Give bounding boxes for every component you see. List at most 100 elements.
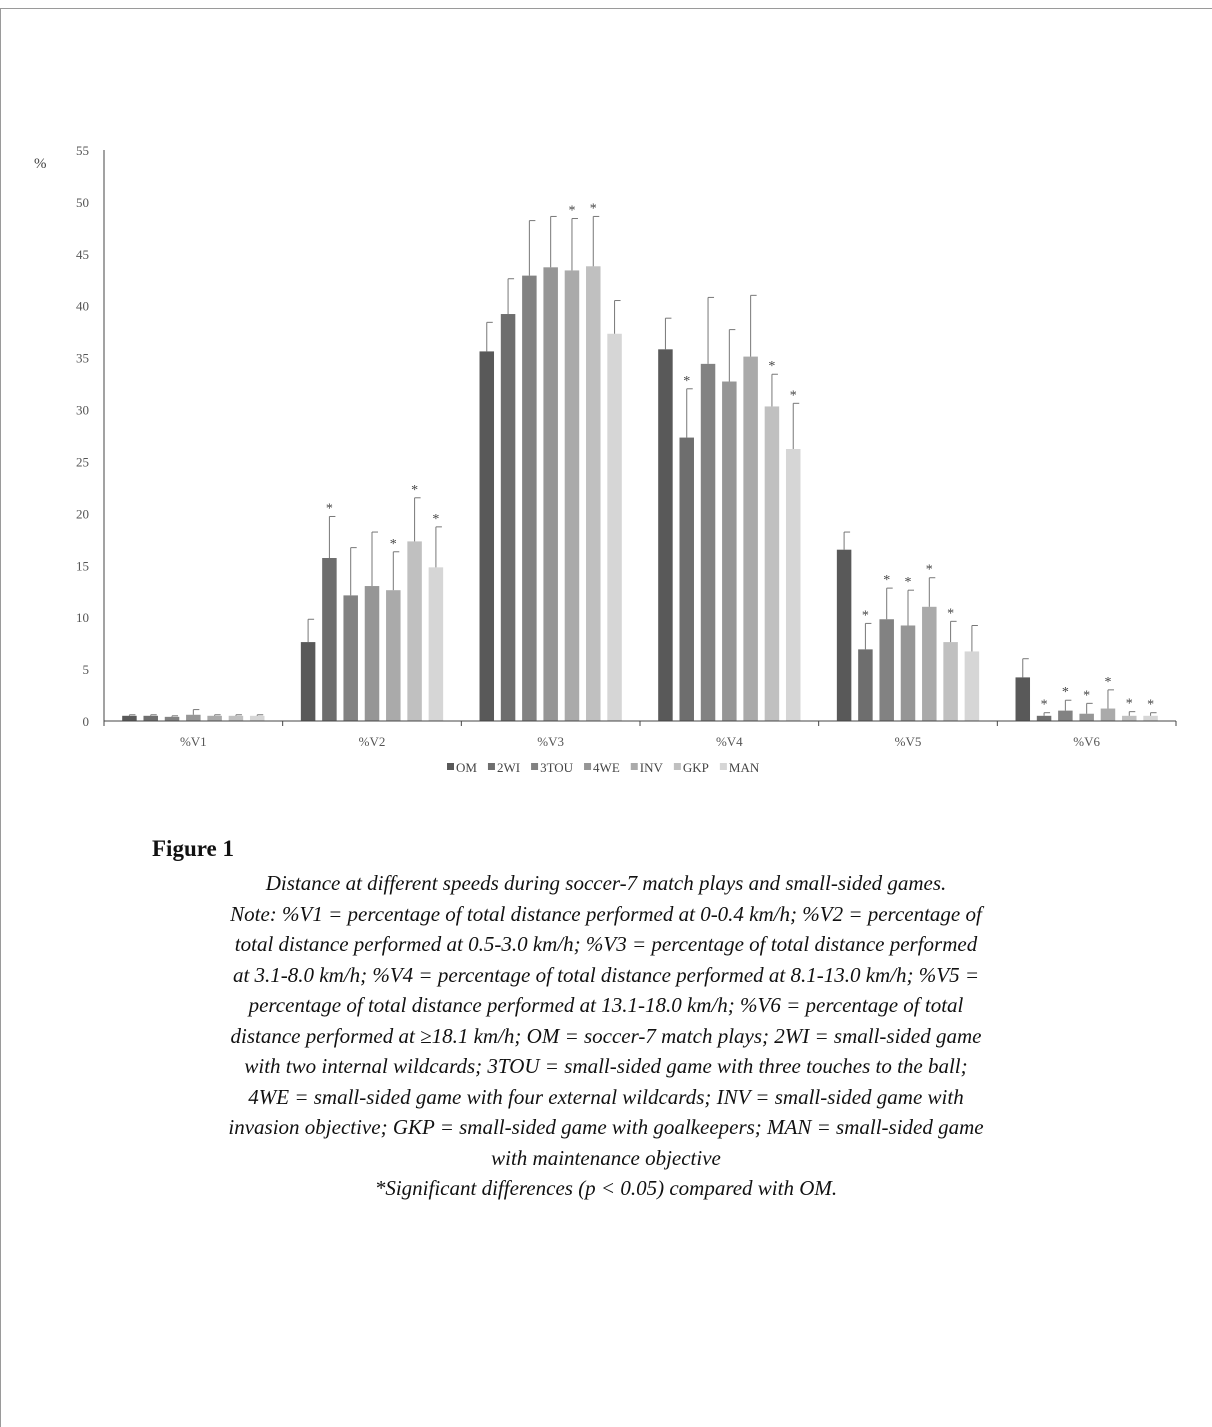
y-tick-label: 15	[76, 558, 89, 573]
caption-line: percentage of total distance performed a…	[248, 993, 964, 1017]
bar-2wi-0	[143, 715, 158, 721]
significance-marker: *	[326, 501, 333, 516]
x-tick-label: %V4	[716, 734, 743, 749]
bar-om-0	[122, 715, 137, 721]
significance-marker: *	[683, 374, 690, 389]
legend-label-inv: INV	[640, 760, 664, 775]
bar-om-2	[479, 351, 495, 721]
bar-4we-5	[1079, 713, 1094, 721]
significance-marker: *	[790, 388, 797, 403]
x-tick-label: %V1	[180, 734, 207, 749]
y-tick-label: 55	[76, 143, 89, 158]
x-tick-label: %V3	[537, 734, 564, 749]
bar-inv-5	[1100, 708, 1116, 721]
y-tick-label: 25	[76, 454, 89, 469]
caption-line: Note: %V1 = percentage of total distance…	[230, 901, 982, 926]
bar-4we-3	[722, 381, 737, 721]
bar-gkp-2	[586, 266, 601, 721]
caption-line: at 3.1-8.0 km/h; %V4 = percentage of tot…	[232, 962, 980, 987]
legend-label-om: OM	[456, 760, 477, 775]
legend-label-3tou: 3TOU	[540, 760, 574, 775]
caption-line: total distance performed at 0.5-3.0 km/h…	[234, 932, 978, 956]
significance-marker: *	[590, 201, 597, 216]
page-border-top	[0, 8, 1212, 9]
significance-marker: *	[1126, 697, 1133, 712]
y-axis-label: %	[34, 156, 47, 172]
bar-om-1	[300, 642, 316, 721]
bar-inv-0	[207, 715, 222, 721]
caption-line: invasion objective; GKP = small-sided ga…	[228, 1115, 984, 1139]
caption-line: Distance at different speeds during socc…	[265, 871, 947, 895]
bar-gkp-3	[764, 406, 780, 721]
y-tick-label: 35	[76, 351, 89, 366]
significance-marker: *	[390, 537, 397, 552]
bar-4we-2	[543, 267, 558, 721]
bar-4we-4	[900, 625, 916, 721]
bar-3tou-0	[164, 716, 180, 721]
bar-3tou-3	[700, 363, 716, 721]
legend: OM 2WI 3TOU 4WE INV GKP MAN	[447, 760, 760, 775]
significance-marker: *	[947, 606, 954, 621]
x-tick-label: %V5	[895, 734, 922, 749]
caption-line: *Significant differences (p < 0.05) comp…	[374, 1176, 838, 1200]
bar-man-5	[1143, 715, 1158, 721]
caption-line: 4WE = small-sided game with four externa…	[248, 1084, 964, 1109]
bar-om-5	[1015, 677, 1031, 721]
bar-3tou-1	[343, 595, 358, 721]
significance-marker: *	[905, 575, 912, 590]
y-tick-label: 0	[83, 714, 90, 729]
significance-marker: *	[1083, 688, 1090, 703]
bar-om-4	[836, 549, 852, 721]
bar-man-0	[249, 715, 265, 721]
bar-inv-1	[386, 590, 401, 721]
y-tick-label: 5	[83, 662, 90, 677]
significance-marker: *	[926, 563, 933, 578]
legend-swatch-man	[719, 763, 727, 770]
legend-label-man: MAN	[729, 760, 760, 775]
bar-man-3	[785, 448, 801, 721]
caption-line: with two internal wildcards; 3TOU = smal…	[244, 1054, 968, 1078]
bar-man-1	[428, 567, 444, 721]
y-tick-label: 40	[76, 299, 89, 314]
legend-swatch-3tou	[531, 763, 539, 770]
y-tick-label: 45	[76, 247, 89, 262]
significance-marker: *	[1147, 698, 1154, 713]
bar-2wi-4	[858, 649, 873, 721]
bar-3tou-2	[522, 275, 537, 721]
bar-2wi-5	[1036, 715, 1052, 721]
bar-inv-4	[922, 606, 937, 721]
significance-marker: *	[883, 573, 890, 588]
significance-marker: *	[432, 512, 439, 527]
bar-gkp-4	[943, 642, 958, 721]
significance-marker: *	[1041, 698, 1048, 713]
y-axis-ticks: 0 5 10 15 20 25 30 35 40 45 50 55	[76, 143, 89, 729]
caption-line: with maintenance objective	[491, 1145, 721, 1170]
bar-man-2	[607, 333, 622, 721]
bar-2wi-3	[679, 437, 694, 721]
legend-swatch-inv	[630, 763, 638, 770]
significance-marker: *	[411, 483, 418, 498]
significance-marker: *	[568, 204, 575, 219]
y-tick-label: 50	[76, 195, 89, 210]
bar-2wi-2	[500, 314, 516, 721]
bar-om-3	[658, 349, 673, 721]
legend-label-gkp: GKP	[683, 760, 709, 775]
bar-gkp-1	[407, 541, 422, 721]
legend-label-4we: 4WE	[593, 760, 620, 775]
legend-swatch-2wi	[487, 763, 495, 770]
significance-marker: *	[862, 608, 869, 623]
bar-3tou-5	[1058, 710, 1073, 721]
figure-caption: Distance at different speeds during socc…	[96, 868, 1116, 1204]
significance-marker: *	[1062, 685, 1069, 700]
bar-gkp-0	[228, 715, 244, 721]
bar-2wi-1	[322, 558, 337, 721]
x-tick-label: %V2	[359, 734, 386, 749]
legend-swatch-gkp	[673, 763, 681, 770]
bar-inv-3	[743, 356, 758, 721]
bar-3tou-4	[879, 619, 894, 721]
legend-label-2wi: 2WI	[497, 760, 520, 775]
bar-4we-1	[364, 586, 380, 721]
figure-label: Figure 1	[152, 836, 234, 861]
x-axis-ticks: %V1 %V2 %V3 %V4 %V5 %V6	[103, 721, 1177, 749]
